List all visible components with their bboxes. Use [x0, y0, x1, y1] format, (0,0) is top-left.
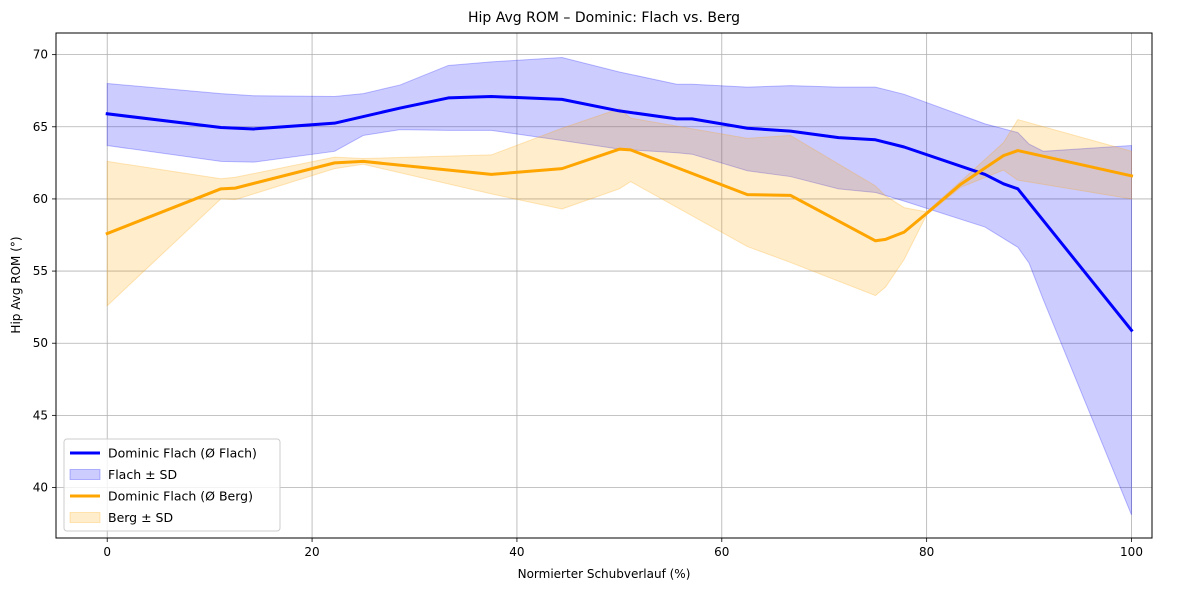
y-tick-label: 65 — [33, 120, 48, 134]
legend-band-swatch — [69, 469, 101, 480]
y-tick-label: 70 — [33, 48, 48, 62]
legend-box — [63, 438, 281, 532]
berg-mean-line — [105, 147, 1134, 243]
y-tick-label: 45 — [33, 408, 48, 422]
x-tick-label: 100 — [1120, 545, 1143, 559]
legend-label: Dominic Flach (Ø Berg) — [108, 489, 253, 504]
y-tick-label: 55 — [33, 264, 48, 278]
berg-sd-band — [106, 108, 1133, 307]
mean-lines — [105, 94, 1134, 333]
y-tick-label: 40 — [33, 481, 48, 495]
x-tick-label: 20 — [304, 545, 319, 559]
sd-bands — [106, 57, 1133, 516]
flach-mean-line — [105, 94, 1134, 333]
x-tick-label: 60 — [714, 545, 729, 559]
legend-label: Dominic Flach (Ø Flach) — [108, 446, 257, 461]
flach-sd-band — [106, 57, 1133, 516]
chart-title: Hip Avg ROM – Dominic: Flach vs. Berg — [468, 10, 740, 26]
grid — [56, 33, 1152, 538]
x-tick-label: 80 — [919, 545, 934, 559]
y-axis-label: Hip Avg ROM (°) — [9, 236, 23, 333]
ticks: 0 20 40 60 80 100 40 45 50 55 60 65 70 — [33, 48, 1143, 559]
x-tick-label: 0 — [103, 545, 111, 559]
y-tick-label: 60 — [33, 192, 48, 206]
legend-band-swatch — [69, 512, 101, 523]
x-axis-label: Normierter Schubverlauf (%) — [518, 567, 691, 581]
x-tick-label: 40 — [509, 545, 524, 559]
legend-label: Berg ± SD — [108, 510, 173, 525]
legend: Dominic Flach (Ø Flach) Flach ± SD Dominic… — [63, 438, 281, 532]
y-tick-label: 50 — [33, 336, 48, 350]
plot-frame — [55, 32, 1153, 539]
legend-label: Flach ± SD — [108, 467, 177, 482]
